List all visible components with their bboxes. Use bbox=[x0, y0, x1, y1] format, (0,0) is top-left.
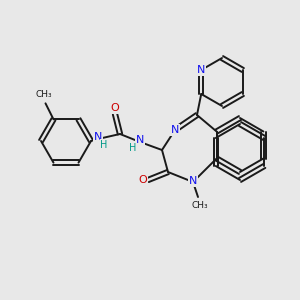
Text: N: N bbox=[171, 125, 179, 135]
Text: CH₃: CH₃ bbox=[35, 90, 52, 99]
Text: H: H bbox=[100, 140, 108, 150]
Text: N: N bbox=[189, 176, 197, 186]
Text: O: O bbox=[111, 103, 119, 113]
Text: O: O bbox=[139, 175, 147, 185]
Text: N: N bbox=[197, 65, 206, 75]
Text: N: N bbox=[94, 132, 102, 142]
Text: CH₃: CH₃ bbox=[192, 200, 208, 209]
Text: H: H bbox=[129, 143, 137, 153]
Text: N: N bbox=[136, 135, 144, 145]
